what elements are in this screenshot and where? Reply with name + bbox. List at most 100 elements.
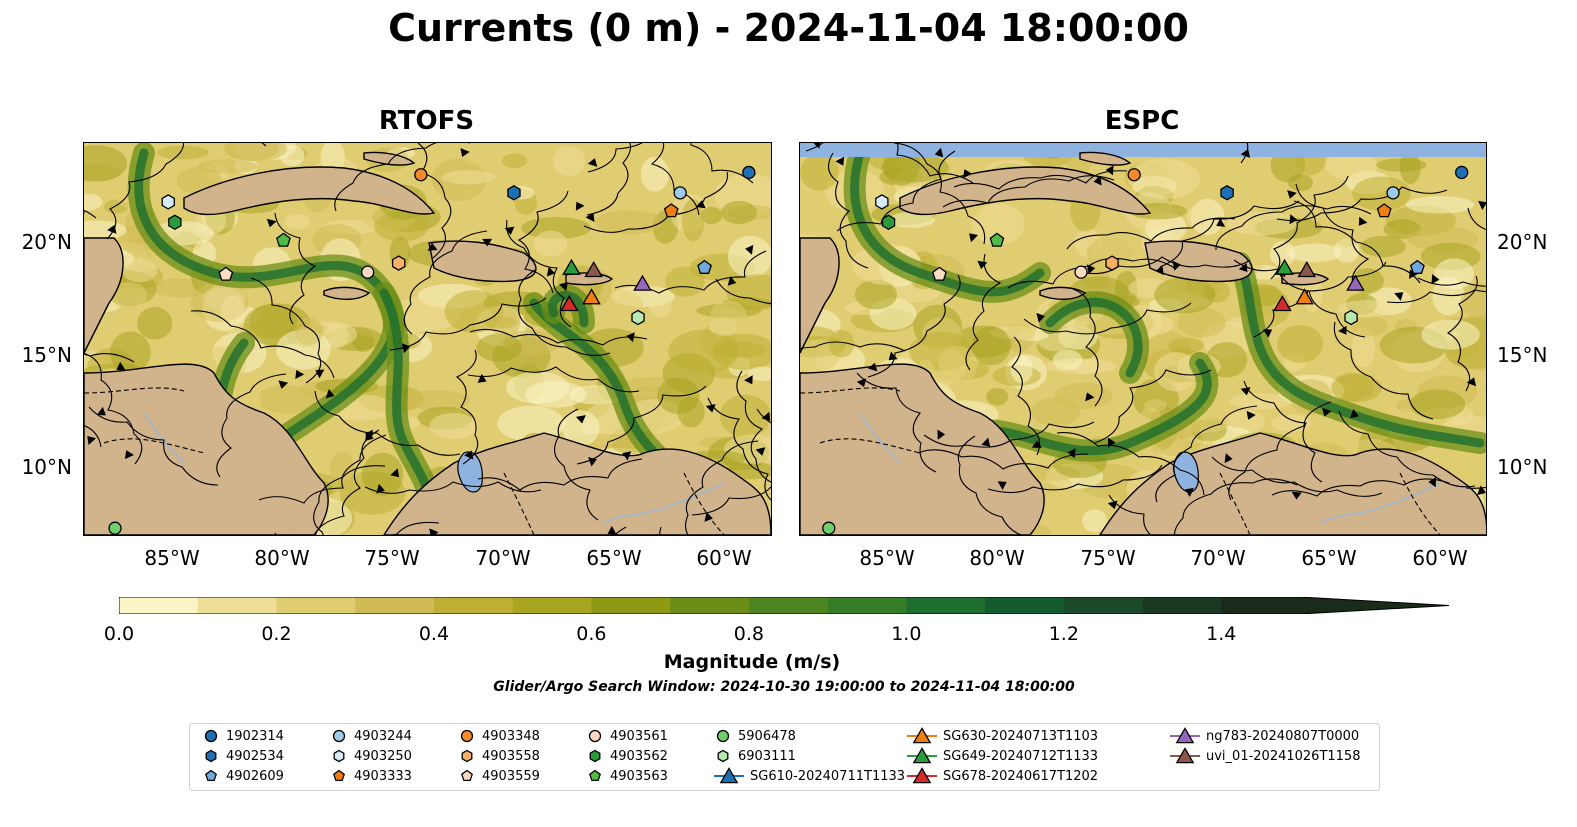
colorbar-tick-label: 0.6	[576, 623, 607, 645]
platform-marker-4902534[interactable]	[1220, 185, 1234, 201]
legend-item: SG610-20240711T1133	[714, 767, 905, 785]
colorbar-segment	[591, 597, 671, 614]
legend-item: 4903562	[586, 747, 668, 765]
legend-item: 5906478	[714, 727, 796, 745]
platform-marker-5906478[interactable]	[108, 521, 122, 535]
colorbar-segment	[1063, 597, 1144, 614]
colorbar-tick-label: 0.2	[261, 623, 292, 645]
legend-label: 4903333	[354, 768, 412, 784]
legend-item: 4903244	[330, 727, 412, 745]
legend-marker-icon	[460, 729, 474, 743]
lat-tick-left: 20°N	[21, 230, 72, 254]
platform-marker-1902314[interactable]	[742, 165, 756, 180]
platform-markers	[822, 165, 1469, 535]
platform-marker-sg678-20240617t1202[interactable]	[1273, 295, 1292, 312]
platform-marker-4903559[interactable]	[932, 266, 947, 281]
platform-marker-1902314[interactable]	[1455, 165, 1469, 180]
platform-marker-4903561[interactable]	[361, 265, 375, 279]
legend-label: 1902314	[226, 728, 284, 744]
colorbar-tick-label: 1.0	[891, 623, 922, 645]
colorbar-tick-label: 0.8	[733, 623, 764, 645]
legend-marker-icon	[461, 769, 473, 782]
legend-label: 4902534	[226, 748, 284, 764]
legend-item: uvi_01-20241026T1158	[1170, 747, 1360, 765]
platform-marker-4903250[interactable]	[161, 194, 175, 210]
legend-marker-icon	[1170, 727, 1200, 744]
legend-label: uvi_01-20241026T1158	[1206, 748, 1361, 764]
legend: 1902314 4902534 4902609 4903244 4903250 49033…	[189, 723, 1380, 791]
lat-tick-right: 15°N	[1497, 343, 1548, 367]
legend-label: 4903563	[610, 768, 668, 784]
platform-marker-4903250[interactable]	[875, 194, 889, 210]
espc-map[interactable]	[799, 142, 1487, 536]
colorbar-segment	[827, 597, 907, 614]
colorbar-segment	[512, 597, 592, 614]
platform-marker-6903111[interactable]	[631, 309, 645, 326]
platform-marker-sg630-20240713t1103[interactable]	[582, 288, 601, 305]
legend-label: 4902609	[226, 768, 284, 784]
platform-marker-4903333[interactable]	[1376, 203, 1392, 218]
platform-marker-uvi_01-20241026t1158[interactable]	[1297, 260, 1317, 278]
platform-marker-4903244[interactable]	[1386, 186, 1400, 200]
platform-marker-5906478[interactable]	[822, 521, 836, 535]
platform-marker-4902609[interactable]	[697, 259, 712, 274]
panel-title-rtofs: RTOFS	[378, 106, 475, 136]
lon-tick-rtofs: 70°W	[475, 546, 531, 570]
lake-maracaibo	[457, 451, 483, 493]
colorbar-tick-label: 0.4	[418, 623, 450, 645]
legend-label: 4903348	[482, 728, 540, 744]
legend-marker-icon	[332, 729, 346, 743]
platform-marker-4903348[interactable]	[414, 168, 428, 182]
platform-marker-4903558[interactable]	[391, 255, 406, 271]
platform-marker-4903563[interactable]	[989, 232, 1005, 247]
platform-marker-4903348[interactable]	[1127, 168, 1141, 182]
platform-marker-4903559[interactable]	[218, 266, 234, 281]
legend-marker-icon	[589, 769, 601, 782]
lat-tick-left: 10°N	[21, 455, 72, 479]
platform-marker-4903558[interactable]	[1105, 255, 1119, 271]
colorbar-segment	[119, 597, 199, 614]
platform-marker-uvi_01-20241026t1158[interactable]	[584, 261, 604, 278]
platform-marker-sg649-20240712t1133[interactable]	[1275, 258, 1294, 275]
colorbar-tick-label: 0.0	[103, 623, 135, 645]
legend-marker-icon	[1170, 747, 1200, 764]
lat-tick-left: 15°N	[21, 343, 72, 367]
platform-marker-ng783-20240807t0000[interactable]	[633, 274, 652, 291]
legend-marker-icon	[589, 749, 601, 763]
platform-marker-4903244[interactable]	[673, 186, 687, 200]
colorbar-extend-arrow	[1300, 597, 1450, 614]
platform-marker-sg649-20240712t1133[interactable]	[562, 258, 581, 275]
lon-tick-rtofs: 80°W	[254, 546, 310, 570]
land-masses	[84, 151, 771, 535]
colorbar	[119, 597, 1450, 614]
platform-marker-4903333[interactable]	[663, 203, 679, 218]
lon-tick-rtofs: 65°W	[586, 546, 642, 570]
platform-marker-ng783-20240807t0000[interactable]	[1346, 274, 1365, 291]
legend-item: 4903250	[330, 747, 412, 765]
legend-marker-icon	[333, 749, 345, 763]
platform-marker-6903111[interactable]	[1344, 309, 1358, 326]
platform-marker-sg630-20240713t1103[interactable]	[1295, 288, 1314, 305]
panel-title-espc: ESPC	[1104, 106, 1180, 136]
platform-marker-4903563[interactable]	[276, 232, 291, 247]
platform-marker-4902534[interactable]	[507, 185, 521, 201]
legend-label: 4903244	[354, 728, 412, 744]
platform-marker-4903562[interactable]	[168, 214, 182, 231]
legend-item: 4903333	[330, 767, 412, 785]
legend-marker-icon	[461, 749, 473, 763]
platform-marker-4903562[interactable]	[881, 214, 896, 231]
legend-item: SG649-20240712T1133	[907, 747, 1098, 765]
lon-tick-espc: 65°W	[1301, 546, 1357, 570]
rtofs-map[interactable]	[83, 142, 772, 536]
current-streamlines	[800, 143, 1486, 535]
legend-label: 4903561	[610, 728, 668, 744]
rivers	[859, 412, 1441, 524]
legend-marker-icon	[205, 769, 217, 782]
country-borders	[84, 387, 725, 535]
lat-tick-right: 20°N	[1497, 230, 1548, 254]
platform-marker-sg678-20240617t1202[interactable]	[559, 295, 579, 312]
platform-marker-4902609[interactable]	[1409, 259, 1425, 274]
legend-marker-icon	[205, 749, 217, 763]
platform-marker-4903561[interactable]	[1074, 265, 1088, 279]
lon-tick-rtofs: 75°W	[364, 546, 420, 570]
